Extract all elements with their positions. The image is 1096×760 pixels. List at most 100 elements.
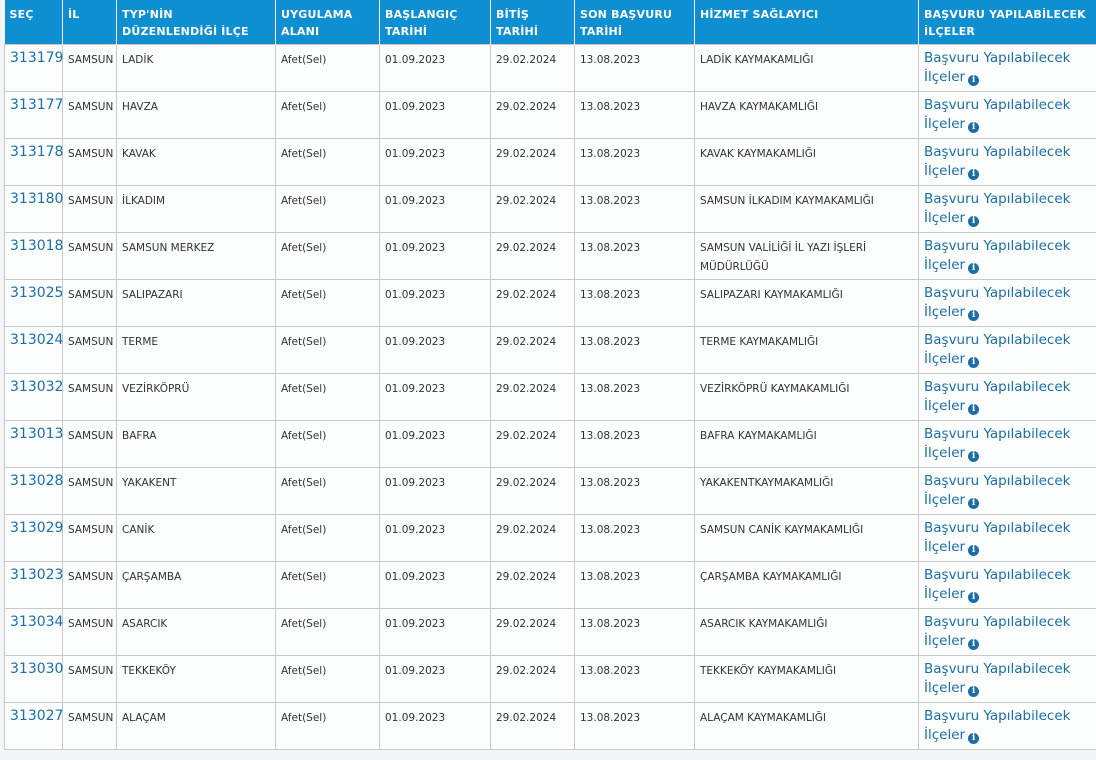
- table-row: 313018 SAMSUN SAMSUN MERKEZ Afet(Sel) 01.09.…: [4, 232, 1096, 280]
- record-id[interactable]: 313178: [4, 138, 63, 186]
- info-icon[interactable]: i: [968, 75, 980, 86]
- column-header: BAŞLANGIÇ TARİHİ: [379, 0, 491, 45]
- districts-link[interactable]: Başvuru Yapılabilecek İlçeler: [924, 661, 1071, 696]
- cell: 29.02.2024: [490, 373, 575, 421]
- cell: ASARCIK KAYMAKAMLIĞI: [694, 608, 919, 656]
- cell: TERME: [116, 326, 276, 374]
- cell: SAMSUN VALİLİĞİ İL YAZI İŞLERİ MÜDÜRLÜĞÜ: [694, 232, 919, 280]
- record-id[interactable]: 313025: [4, 279, 63, 327]
- cell: YAKAKENTKAYMAKAMLIĞI: [694, 467, 919, 515]
- cell: 29.02.2024: [490, 608, 575, 656]
- districts-cell: Başvuru Yapılabilecek İlçeler i: [918, 420, 1096, 468]
- cell: SAMSUN: [62, 232, 117, 280]
- districts-cell: Başvuru Yapılabilecek İlçeler i: [918, 91, 1096, 139]
- cell: İLKADIM: [116, 185, 276, 233]
- table-row: 313034 SAMSUN ASARCIK Afet(Sel) 01.09.2023 29…: [4, 608, 1096, 656]
- cell: 29.02.2024: [490, 91, 575, 139]
- column-header: BİTİŞ TARİHİ: [490, 0, 575, 45]
- cell: SAMSUN: [62, 279, 117, 327]
- cell: KAVAK KAYMAKAMLIĞI: [694, 138, 919, 186]
- cell: Afet(Sel): [275, 185, 380, 233]
- info-icon[interactable]: i: [968, 310, 980, 321]
- record-id[interactable]: 313027: [4, 702, 63, 750]
- info-icon[interactable]: i: [968, 686, 980, 697]
- record-id[interactable]: 313029: [4, 514, 63, 562]
- cell: 29.02.2024: [490, 185, 575, 233]
- districts-cell: Başvuru Yapılabilecek İlçeler i: [918, 655, 1096, 703]
- districts-link[interactable]: Başvuru Yapılabilecek İlçeler: [924, 379, 1071, 414]
- cell: SAMSUN İLKADIM KAYMAKAMLIĞI: [694, 185, 919, 233]
- cell: SAMSUN: [62, 44, 117, 92]
- info-icon[interactable]: i: [968, 733, 980, 744]
- cell: Afet(Sel): [275, 138, 380, 186]
- cell: Afet(Sel): [275, 608, 380, 656]
- cell: TEKKEKÖY: [116, 655, 276, 703]
- record-id[interactable]: 313177: [4, 91, 63, 139]
- record-id[interactable]: 313024: [4, 326, 63, 374]
- cell: Afet(Sel): [275, 279, 380, 327]
- districts-link[interactable]: Başvuru Yapılabilecek İlçeler: [924, 426, 1071, 461]
- cell: ASARCIK: [116, 608, 276, 656]
- record-id[interactable]: 313013: [4, 420, 63, 468]
- column-header: İL: [62, 0, 117, 45]
- record-id[interactable]: 313032: [4, 373, 63, 421]
- record-id[interactable]: 313028: [4, 467, 63, 515]
- cell: ALAÇAM KAYMAKAMLIĞI: [694, 702, 919, 750]
- districts-link[interactable]: Başvuru Yapılabilecek İlçeler: [924, 144, 1071, 179]
- districts-link[interactable]: Başvuru Yapılabilecek İlçeler: [924, 473, 1071, 508]
- districts-link[interactable]: Başvuru Yapılabilecek İlçeler: [924, 285, 1071, 320]
- record-id[interactable]: 313018: [4, 232, 63, 280]
- column-header: TYP'NİN DÜZENLENDİĞİ İLÇE: [116, 0, 276, 45]
- table-row: 313028 SAMSUN YAKAKENT Afet(Sel) 01.09.2023 2…: [4, 467, 1096, 515]
- cell: 13.08.2023: [574, 655, 695, 703]
- districts-cell: Başvuru Yapılabilecek İlçeler i: [918, 279, 1096, 327]
- table-row: 313030 SAMSUN TEKKEKÖY Afet(Sel) 01.09.2023 2…: [4, 655, 1096, 703]
- cell: 01.09.2023: [379, 608, 491, 656]
- cell: TERME KAYMAKAMLIĞI: [694, 326, 919, 374]
- districts-link[interactable]: Başvuru Yapılabilecek İlçeler: [924, 567, 1071, 602]
- districts-link[interactable]: Başvuru Yapılabilecek İlçeler: [924, 614, 1071, 649]
- districts-link[interactable]: Başvuru Yapılabilecek İlçeler: [924, 238, 1071, 273]
- info-icon[interactable]: i: [968, 122, 980, 133]
- info-icon[interactable]: i: [968, 498, 980, 509]
- info-icon[interactable]: i: [968, 216, 980, 227]
- record-id[interactable]: 313023: [4, 561, 63, 609]
- cell: SAMSUN: [62, 467, 117, 515]
- cell: 13.08.2023: [574, 467, 695, 515]
- info-icon[interactable]: i: [968, 357, 980, 368]
- record-id[interactable]: 313030: [4, 655, 63, 703]
- cell: 01.09.2023: [379, 702, 491, 750]
- districts-link[interactable]: Başvuru Yapılabilecek İlçeler: [924, 50, 1071, 85]
- cell: YAKAKENT: [116, 467, 276, 515]
- cell: 13.08.2023: [574, 138, 695, 186]
- info-icon[interactable]: i: [968, 639, 980, 650]
- districts-link[interactable]: Başvuru Yapılabilecek İlçeler: [924, 191, 1071, 226]
- column-header: HİZMET SAĞLAYICI: [694, 0, 919, 45]
- record-id[interactable]: 313180: [4, 185, 63, 233]
- districts-link[interactable]: Başvuru Yapılabilecek İlçeler: [924, 520, 1071, 555]
- info-icon[interactable]: i: [968, 592, 980, 603]
- districts-link[interactable]: Başvuru Yapılabilecek İlçeler: [924, 332, 1071, 367]
- cell: 01.09.2023: [379, 373, 491, 421]
- cell: 01.09.2023: [379, 655, 491, 703]
- cell: SAMSUN: [62, 373, 117, 421]
- info-icon[interactable]: i: [968, 169, 980, 180]
- cell: SAMSUN: [62, 91, 117, 139]
- cell: SAMSUN MERKEZ: [116, 232, 276, 280]
- cell: 01.09.2023: [379, 185, 491, 233]
- cell: 13.08.2023: [574, 91, 695, 139]
- info-icon[interactable]: i: [968, 404, 980, 415]
- info-icon[interactable]: i: [968, 263, 980, 274]
- districts-link[interactable]: Başvuru Yapılabilecek İlçeler: [924, 97, 1071, 132]
- cell: 29.02.2024: [490, 44, 575, 92]
- cell: 01.09.2023: [379, 561, 491, 609]
- districts-link[interactable]: Başvuru Yapılabilecek İlçeler: [924, 708, 1071, 743]
- record-id[interactable]: 313034: [4, 608, 63, 656]
- record-id[interactable]: 313179: [4, 44, 63, 92]
- cell: 13.08.2023: [574, 514, 695, 562]
- cell: 13.08.2023: [574, 702, 695, 750]
- info-icon[interactable]: i: [968, 545, 980, 556]
- cell: SAMSUN: [62, 702, 117, 750]
- districts-cell: Başvuru Yapılabilecek İlçeler i: [918, 138, 1096, 186]
- info-icon[interactable]: i: [968, 451, 980, 462]
